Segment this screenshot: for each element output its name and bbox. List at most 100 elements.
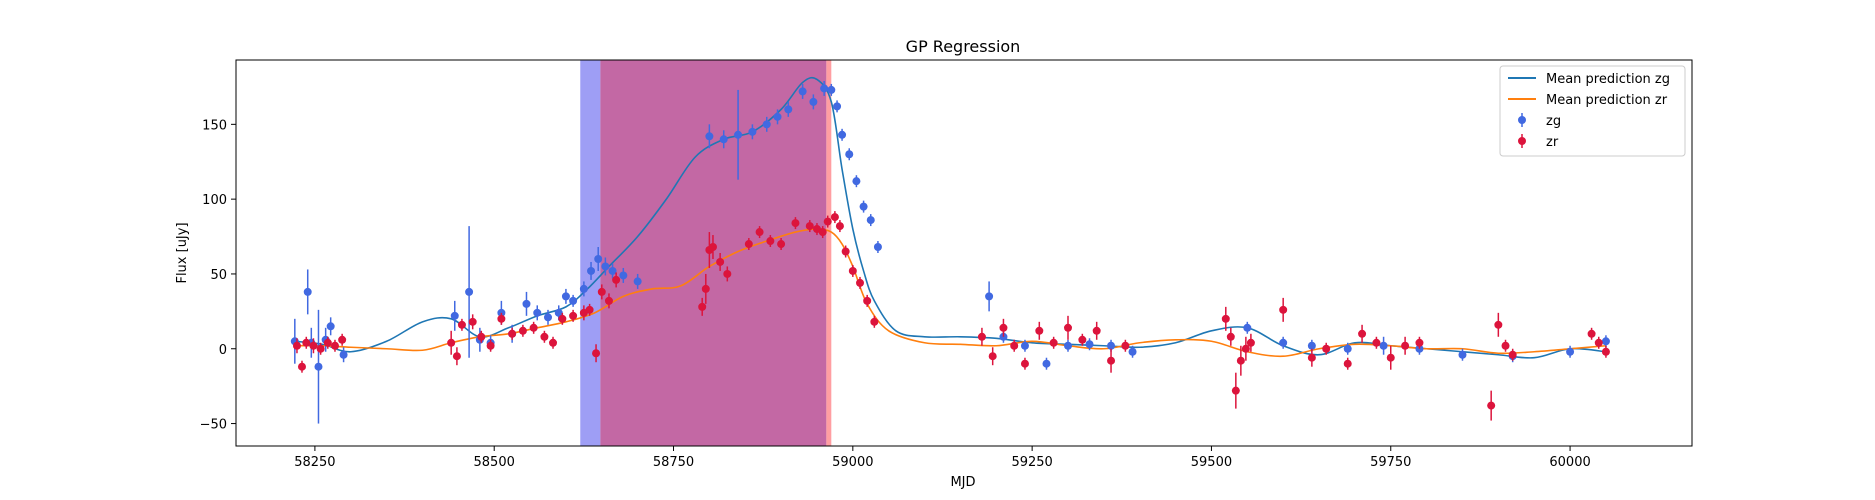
data-point-zg — [1042, 359, 1051, 368]
data-point-zg — [838, 130, 847, 139]
data-point-zg — [579, 284, 588, 293]
data-point-zr — [823, 217, 832, 226]
data-point-zr — [1358, 329, 1367, 338]
data-point-zg — [833, 102, 842, 111]
data-point-zr — [766, 237, 775, 246]
data-point-zg — [719, 135, 728, 144]
data-point-zg — [608, 266, 617, 275]
data-point-zg — [1379, 341, 1388, 350]
data-point-zr — [755, 228, 764, 237]
data-point-zg — [773, 112, 782, 121]
data-point-zr — [1594, 338, 1603, 347]
plot-clip-group — [290, 60, 1610, 446]
y-tick-label: 100 — [202, 193, 227, 208]
data-point-zr — [497, 314, 506, 323]
data-point-zr — [447, 338, 456, 347]
data-point-zg — [544, 313, 552, 322]
data-point-zg — [554, 308, 563, 317]
data-point-zg — [1064, 341, 1072, 350]
data-point-zr — [863, 296, 872, 305]
data-point-zr — [791, 219, 800, 228]
data-point-zr — [830, 213, 839, 222]
y-tick-label: −50 — [200, 418, 227, 433]
data-point-zr — [508, 329, 517, 338]
data-point-zg — [1307, 341, 1316, 350]
data-point-zr — [1494, 320, 1503, 329]
data-point-zg — [798, 87, 807, 96]
shaded-region-zg — [580, 60, 601, 446]
data-point-zr — [468, 317, 477, 326]
data-point-zg — [594, 254, 603, 263]
data-point-zg — [587, 266, 596, 275]
data-point-zr — [744, 240, 753, 249]
data-point-zg — [873, 243, 882, 252]
data-point-zg — [985, 292, 994, 301]
data-point-zr — [1279, 305, 1288, 314]
data-point-zg — [1343, 344, 1352, 353]
data-point-zg — [1458, 350, 1467, 359]
data-point-zr — [777, 240, 786, 249]
y-axis: −50 0 50 100 150 — [200, 118, 236, 433]
data-point-zr — [330, 341, 339, 350]
data-point-zg — [845, 150, 854, 159]
data-point-zr — [701, 284, 710, 293]
data-point-zg — [705, 132, 714, 141]
legend: Mean prediction zg Mean prediction zr zg zr — [1499, 65, 1686, 157]
data-point-zr — [529, 323, 538, 332]
data-point-zg — [339, 350, 348, 359]
x-axis: 58250 58500 58750 59000 59250 59500 59750 60000 — [294, 446, 1591, 470]
data-point-zg — [633, 277, 642, 286]
data-point-zg — [326, 322, 335, 331]
data-point-zr — [1221, 314, 1230, 323]
data-point-zg — [748, 127, 757, 136]
legend-box — [1499, 65, 1686, 157]
data-point-zr — [698, 302, 707, 311]
data-point-zr — [723, 269, 732, 278]
legend-entry-label: Mean prediction zg — [1546, 72, 1670, 87]
data-point-zr — [597, 287, 606, 296]
data-point-zr — [716, 257, 725, 266]
data-point-zr — [1401, 341, 1410, 350]
x-tick-label: 60000 — [1549, 455, 1590, 470]
series-line-zg — [293, 76, 1607, 359]
x-tick-label: 59000 — [832, 455, 873, 470]
data-point-zr — [1020, 359, 1029, 368]
data-point-zr — [1487, 401, 1496, 410]
data-point-zg — [1020, 341, 1029, 350]
data-point-zg — [859, 202, 868, 211]
data-point-zr — [592, 349, 601, 358]
y-axis-label: Flux [uJy] — [175, 222, 190, 283]
data-point-zr — [1092, 326, 1101, 335]
data-point-zr — [323, 338, 332, 347]
data-point-zg — [809, 97, 818, 106]
data-point-zg — [1107, 341, 1116, 350]
data-point-zg — [619, 271, 628, 280]
data-point-zg — [533, 308, 542, 317]
data-point-zr — [1241, 344, 1250, 353]
data-point-zr — [1035, 326, 1044, 335]
data-point-zg — [522, 299, 531, 308]
data-point-zr — [1078, 335, 1087, 344]
data-point-zr — [486, 341, 495, 350]
data-point-zr — [316, 344, 325, 353]
x-tick-label: 58250 — [294, 455, 335, 470]
legend-entry-label: zr — [1546, 135, 1559, 150]
data-point-zg — [450, 311, 459, 320]
chart-title: GP Regression — [906, 37, 1021, 56]
data-point-zr — [870, 317, 879, 326]
data-point-zr — [708, 243, 717, 252]
data-point-zg — [1601, 337, 1610, 346]
data-point-zg — [820, 84, 829, 93]
x-tick-label: 59500 — [1191, 455, 1232, 470]
data-point-zr — [558, 314, 567, 323]
data-point-zr — [848, 266, 857, 275]
data-point-zr — [309, 341, 318, 350]
data-point-zr — [518, 326, 527, 335]
data-point-zr — [841, 247, 850, 256]
data-point-zr — [540, 332, 549, 341]
data-point-zr — [805, 222, 814, 231]
y-tick-label: 50 — [210, 268, 227, 283]
data-point-zg — [465, 287, 474, 296]
plot-frame — [235, 59, 1693, 447]
data-point-zr — [856, 278, 864, 287]
